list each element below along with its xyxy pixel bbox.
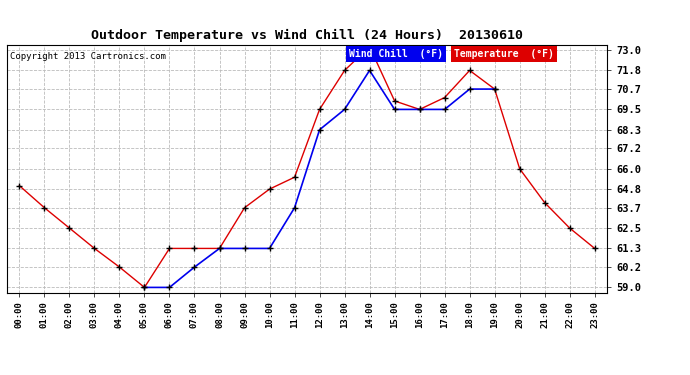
Text: Wind Chill  (°F): Wind Chill (°F) <box>349 49 443 59</box>
Text: Temperature  (°F): Temperature (°F) <box>454 49 554 59</box>
Text: Copyright 2013 Cartronics.com: Copyright 2013 Cartronics.com <box>10 53 166 62</box>
Title: Outdoor Temperature vs Wind Chill (24 Hours)  20130610: Outdoor Temperature vs Wind Chill (24 Ho… <box>91 29 523 42</box>
